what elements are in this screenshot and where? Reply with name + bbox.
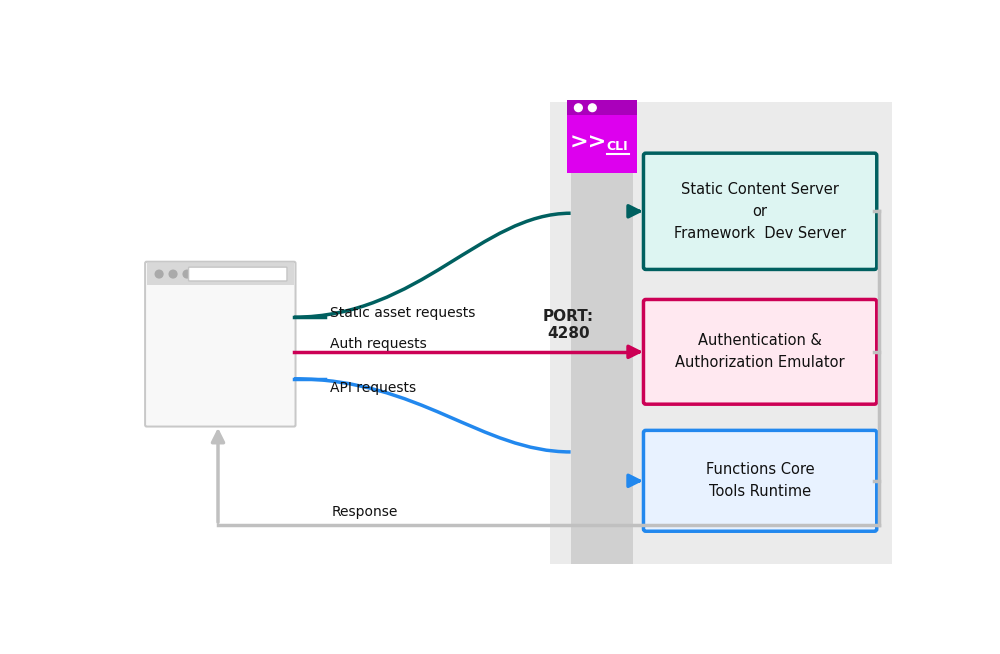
Bar [567, 114, 637, 173]
Text: >>: >> [570, 132, 607, 152]
FancyBboxPatch shape [643, 430, 877, 531]
Text: Auth requests: Auth requests [330, 337, 427, 351]
Text: Response: Response [332, 505, 398, 519]
Circle shape [155, 270, 163, 278]
Text: Authentication &
Authorization Emulator: Authentication & Authorization Emulator [675, 334, 845, 370]
Text: Static Content Server
or
Framework  Dev Server: Static Content Server or Framework Dev S… [674, 182, 846, 241]
Bar [550, 101, 892, 564]
FancyBboxPatch shape [643, 153, 877, 269]
Text: API requests: API requests [330, 381, 416, 395]
Bar [147, 285, 294, 425]
Text: Static asset requests: Static asset requests [330, 306, 476, 320]
Circle shape [588, 104, 596, 112]
Circle shape [183, 270, 191, 278]
Text: CLI: CLI [606, 140, 628, 153]
Bar [567, 100, 637, 116]
Text: Functions Core
Tools Runtime: Functions Core Tools Runtime [706, 462, 814, 500]
FancyBboxPatch shape [643, 300, 877, 404]
Circle shape [169, 270, 177, 278]
Circle shape [574, 104, 582, 112]
FancyBboxPatch shape [189, 267, 287, 281]
Bar [571, 101, 633, 564]
Bar [147, 264, 294, 285]
Text: PORT:
4280: PORT: 4280 [543, 309, 594, 341]
